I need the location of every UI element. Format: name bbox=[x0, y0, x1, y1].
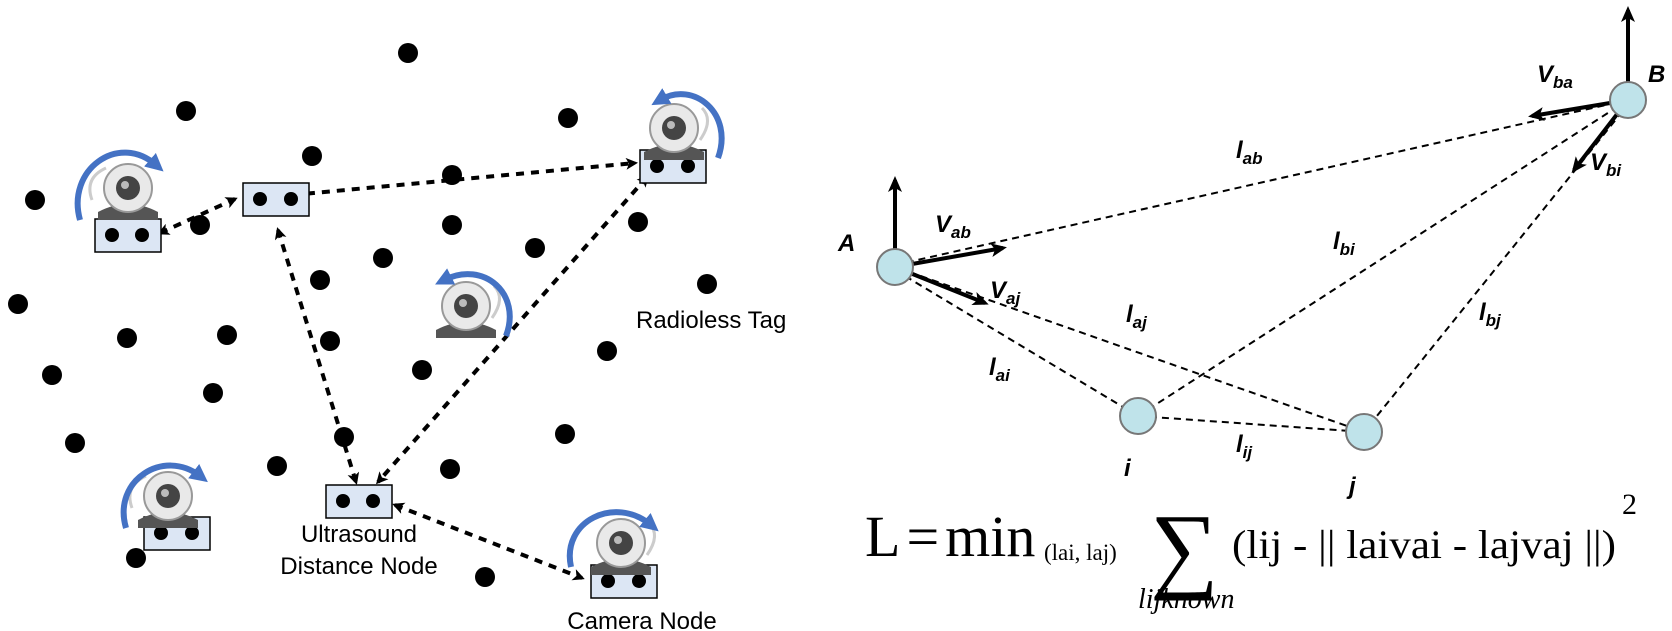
ultrasound-label-line2: Distance Node bbox=[280, 553, 437, 580]
radioless-tag-dot bbox=[697, 274, 717, 294]
radioless-tag-dot bbox=[398, 43, 418, 63]
rotation-arrow-icon bbox=[651, 88, 725, 160]
rotation-arrow-icon bbox=[435, 268, 513, 338]
radioless-tag-dot bbox=[412, 360, 432, 380]
radioless-tag-dot bbox=[8, 294, 28, 314]
radioless-tag-dot bbox=[475, 567, 495, 587]
radioless-tag-dot bbox=[25, 190, 45, 210]
formula-min-args: (lai, laj) bbox=[1044, 540, 1117, 565]
link-top-right-to-bottom bbox=[376, 174, 649, 485]
node-b bbox=[1609, 81, 1647, 119]
link-bottom-to-camera-node bbox=[392, 502, 585, 581]
webcam-top-left bbox=[74, 149, 164, 221]
radioless-tag-dot bbox=[597, 341, 617, 361]
ultrasound-node-middle bbox=[242, 182, 310, 217]
distance-label-l-ij: lij bbox=[1236, 431, 1253, 462]
ultrasound-node-bottom bbox=[325, 484, 393, 519]
edge-ij bbox=[1137, 415, 1365, 433]
node-a bbox=[876, 248, 914, 286]
radioless-tag-dot bbox=[126, 548, 146, 568]
radioless-tag-dot bbox=[442, 215, 462, 235]
webcam-top-right bbox=[644, 88, 725, 160]
webcam-bottom-left bbox=[120, 462, 208, 529]
radioless-tag-dot bbox=[525, 238, 545, 258]
ultrasound-label-line1: Ultrasound bbox=[301, 521, 417, 548]
radioless-tag-dot bbox=[42, 365, 62, 385]
formula-body: (lij - || laivai - lajvaj ||) bbox=[1232, 522, 1616, 567]
cost-formula: L = min (lai, laj) ∑ (lij - || laivai - la… bbox=[865, 488, 1637, 615]
webcam-icon bbox=[436, 281, 501, 338]
link-middle-to-top-right bbox=[289, 157, 638, 201]
radioless-tag-dot bbox=[558, 108, 578, 128]
localization-geometry-panel: A B i j Vab Vaj Vba Vbi lab lbi laj lbj … bbox=[837, 6, 1665, 500]
rotation-arrow-icon bbox=[566, 509, 659, 568]
node-a-label: A bbox=[837, 230, 855, 257]
rotation-arrow-icon bbox=[120, 462, 208, 529]
edge-ab bbox=[894, 99, 1629, 266]
webcam-icon bbox=[88, 163, 158, 220]
ultrasound-node-top-left bbox=[94, 218, 162, 253]
webcam-icon bbox=[644, 103, 709, 160]
webcam-center bbox=[435, 268, 513, 338]
node-i bbox=[1119, 397, 1157, 435]
webcam-icon bbox=[128, 471, 198, 528]
edge-bj bbox=[1363, 101, 1631, 433]
radioless-tag-label: Radioless Tag bbox=[636, 307, 786, 334]
radioless-tag-dot bbox=[302, 146, 322, 166]
radioless-tag-dot bbox=[176, 101, 196, 121]
formula-lhs: L = min bbox=[865, 504, 1035, 569]
radioless-tag-dot bbox=[440, 459, 460, 479]
radioless-tag-dot bbox=[320, 331, 340, 351]
distance-label-l-bj: lbj bbox=[1479, 299, 1502, 330]
sensor-network-panel: Radioless Tag Ultrasound Distance Node C… bbox=[8, 43, 786, 631]
distance-label-l-ai: lai bbox=[989, 354, 1011, 385]
vector-label-v-aj: Vaj bbox=[990, 277, 1021, 308]
webcam-icon bbox=[591, 518, 656, 575]
distance-label-l-bi: lbi bbox=[1333, 228, 1356, 259]
distance-edges bbox=[894, 99, 1631, 433]
vector-label-v-ab: Vab bbox=[935, 211, 971, 242]
node-j bbox=[1345, 413, 1383, 451]
formula-exponent: 2 bbox=[1622, 488, 1637, 521]
radioless-tag-dot bbox=[117, 328, 137, 348]
formula-sum-symbol: ∑ bbox=[1150, 494, 1218, 601]
node-b-label: B bbox=[1648, 61, 1665, 88]
webcam-bottom-right bbox=[566, 509, 659, 575]
distance-label-l-ab: lab bbox=[1236, 137, 1263, 168]
rotation-arrow-icon bbox=[74, 149, 164, 221]
node-i-label: i bbox=[1124, 455, 1132, 482]
radioless-tag-dot bbox=[267, 456, 287, 476]
camera-node-label: Camera Node bbox=[567, 608, 716, 631]
edge-bi bbox=[1137, 99, 1629, 417]
radioless-tag-dot bbox=[65, 433, 85, 453]
radioless-tag-dot bbox=[203, 383, 223, 403]
radioless-tag-dot bbox=[555, 424, 575, 444]
radioless-tag-dot bbox=[310, 270, 330, 290]
radioless-tag-dot bbox=[373, 248, 393, 268]
edge-aj bbox=[897, 267, 1365, 433]
distance-label-l-aj: laj bbox=[1126, 301, 1148, 332]
distance-links bbox=[157, 157, 649, 581]
vector-label-v-ba: Vba bbox=[1537, 61, 1573, 92]
radioless-tag-dot bbox=[628, 212, 648, 232]
formula-under-sum: lijknown bbox=[1138, 584, 1234, 615]
vector-label-v-bi: Vbi bbox=[1590, 149, 1622, 180]
node-j-label: j bbox=[1346, 473, 1357, 500]
radioless-tag-dot bbox=[217, 325, 237, 345]
